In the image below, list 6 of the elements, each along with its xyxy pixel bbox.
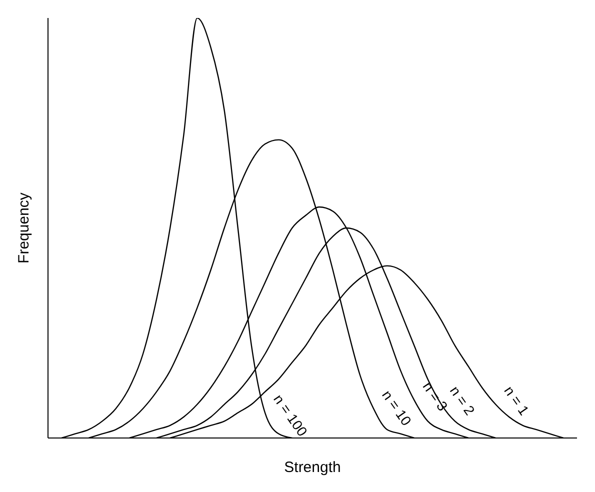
text: n = 1 [501, 382, 532, 418]
x-axis-title: Strength [284, 459, 341, 476]
text: n = 10 [379, 387, 415, 429]
y-axis-title: Frequency [15, 192, 32, 264]
text: n = 2 [446, 382, 478, 418]
text: n = 100 [270, 391, 311, 440]
